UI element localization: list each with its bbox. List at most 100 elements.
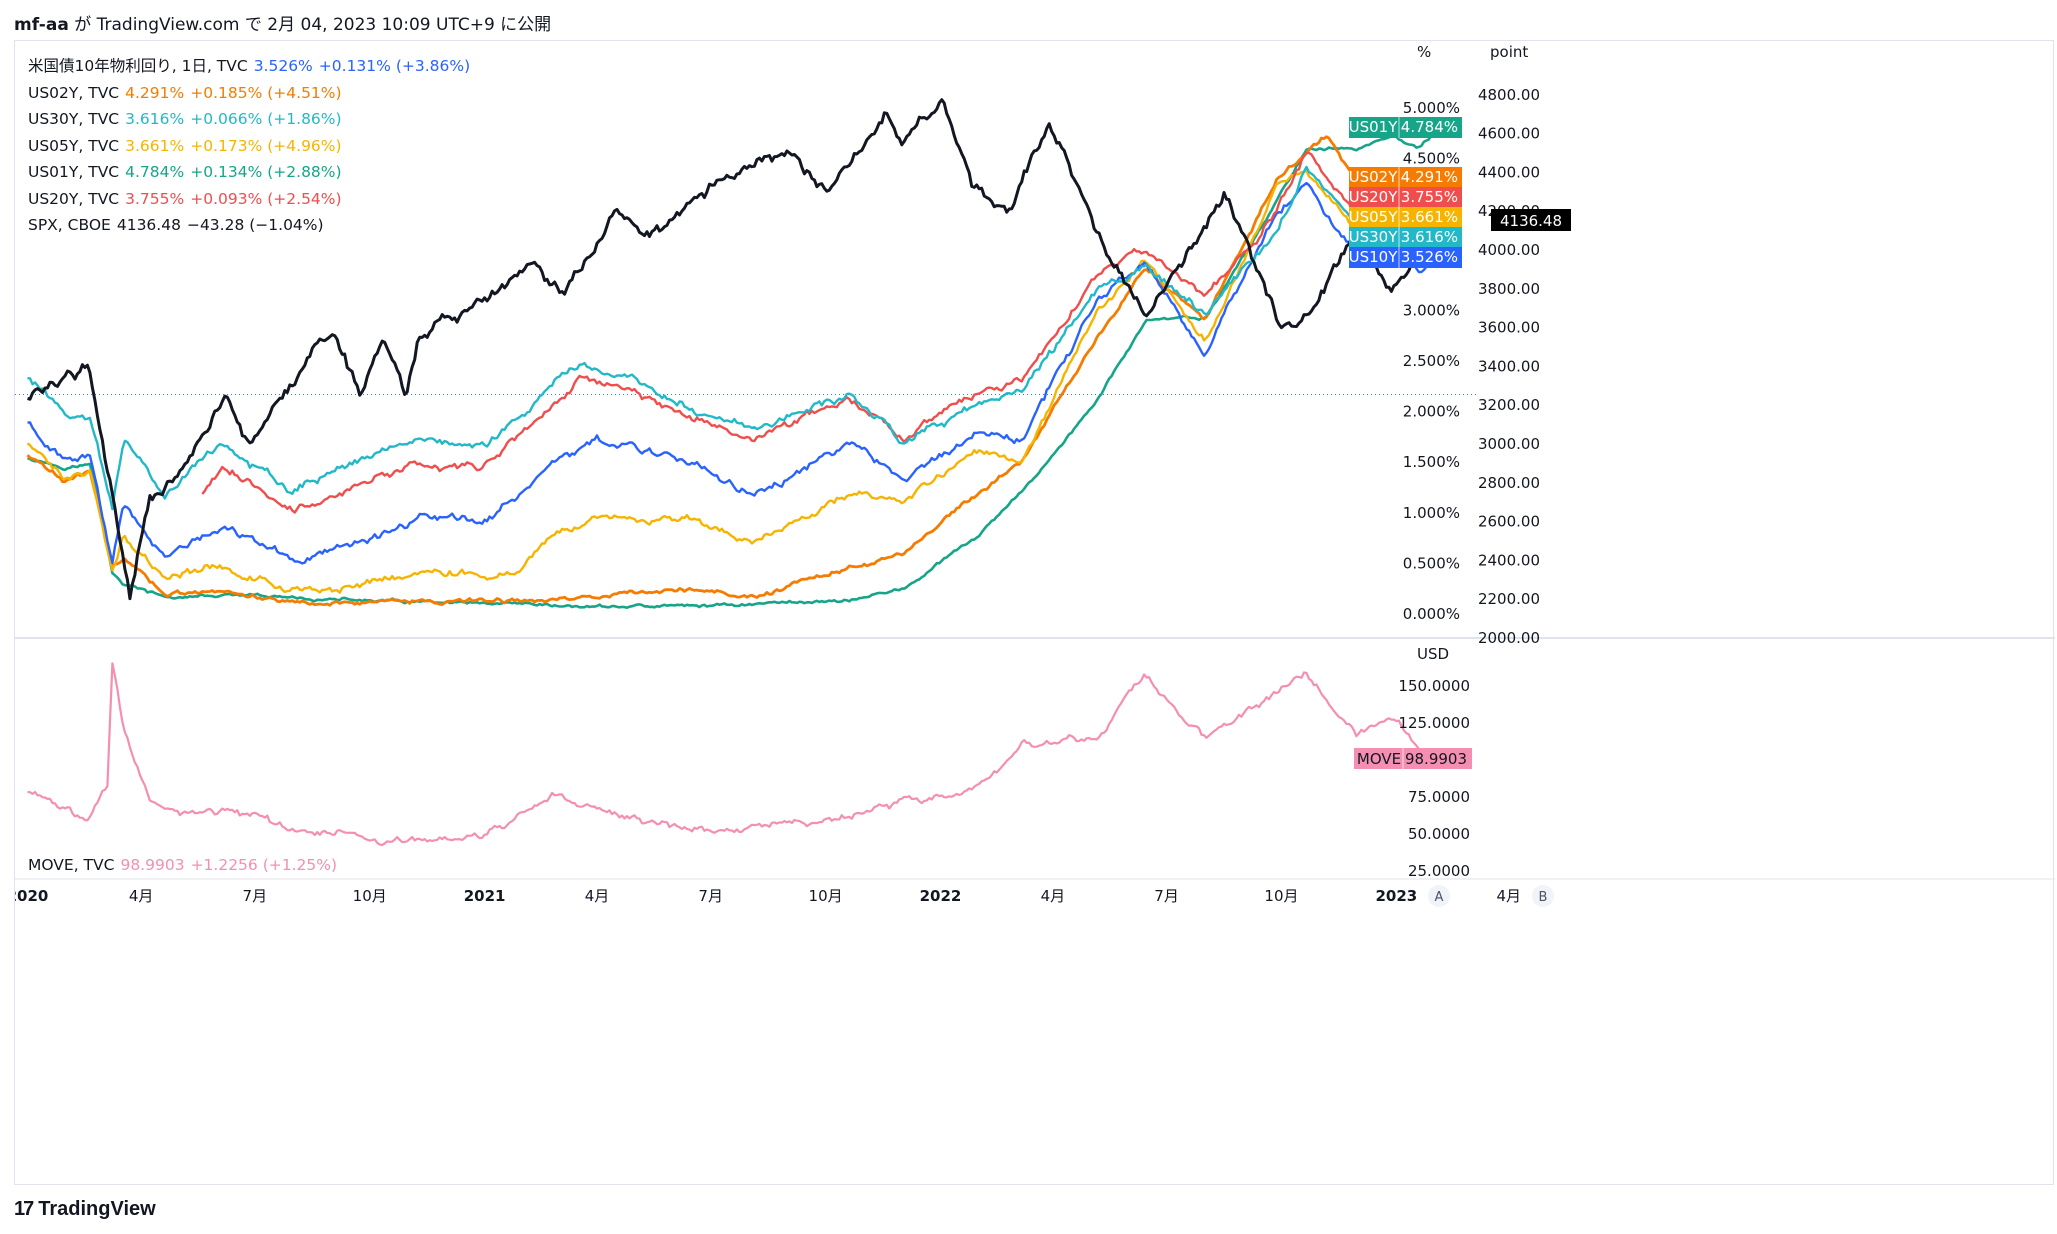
move-legend-change: +1.2256 (+1.25%) <box>190 856 338 874</box>
chart-canvas[interactable]: % point 0.000% 0.500% 1.000% 1.500% 2.000% 2.50… <box>15 41 2055 1186</box>
x-axis-tick: 2022 <box>920 887 962 905</box>
spx-axis-tick: 2000.00 <box>1478 629 1540 647</box>
series-line-move[interactable] <box>27 662 1438 847</box>
legend-row[interactable]: US20Y, TVC 3.755% +0.093% (+2.54%) <box>28 186 476 213</box>
spx-axis-tick: 3800.00 <box>1478 280 1540 298</box>
tradingview-brand[interactable]: 17 TradingView <box>14 1198 156 1221</box>
axis-button-b[interactable] <box>1532 885 1554 907</box>
move-badge-value: 98.9903 <box>1405 750 1467 768</box>
price-badge-label: US30Y <box>1349 228 1399 246</box>
move-badge-label: MOVE <box>1357 750 1401 768</box>
spx-axis-tick: 3400.00 <box>1478 357 1540 375</box>
legend-row[interactable]: 米国債10年物利回り, 1日, TVC 3.526% +0.131% (+3.86%… <box>28 53 476 80</box>
x-axis-tick: 4月 <box>585 887 610 905</box>
price-badge-label: US02Y <box>1349 168 1399 186</box>
spx-axis-tick: 2800.00 <box>1478 474 1540 492</box>
yield-axis-tick: 5.000% <box>1403 99 1460 117</box>
spx-axis-tick: 4000.00 <box>1478 241 1540 259</box>
publish-info: が TradingView.com で 2月 04, 2023 10:09 UT… <box>74 15 552 35</box>
chart-frame: % point 0.000% 0.500% 1.000% 1.500% 2.000% 2.50… <box>14 40 2055 1186</box>
move-axis-tick: 125.0000 <box>1398 714 1470 732</box>
price-badge-us05y[interactable] <box>1349 207 1462 228</box>
x-axis-tick: 4月 <box>1497 887 1522 905</box>
axis-button-label: B <box>1539 890 1548 905</box>
price-badge-value: 3.755% <box>1401 188 1458 206</box>
yield-axis-tick: 0.500% <box>1403 554 1460 572</box>
axis-button-label: A <box>1435 890 1444 905</box>
legend-value: 4.291% <box>125 83 185 102</box>
series-line-us30y[interactable] <box>27 165 1439 511</box>
price-badge-value: 3.526% <box>1401 248 1458 266</box>
move-axis-unit: USD <box>1417 645 1449 663</box>
legend-symbol: US20Y, TVC <box>28 189 120 208</box>
x-axis-tick: 2020 <box>15 887 48 905</box>
price-badge-us01y[interactable] <box>1349 117 1462 138</box>
publisher-name[interactable]: mf-aa <box>14 15 69 35</box>
price-badge-label: US05Y <box>1349 208 1399 226</box>
yield-axis-tick: 1.000% <box>1403 504 1460 522</box>
yield-axis-tick: 3.000% <box>1403 301 1460 319</box>
legend-value: 3.616% <box>125 110 185 128</box>
series-line-us02y[interactable] <box>26 135 1439 607</box>
legend-change: −43.28 (−1.04%) <box>186 216 324 234</box>
price-badge-us02y[interactable] <box>1349 167 1462 188</box>
tradingview-logo-icon: 17 <box>14 1198 34 1220</box>
yield-axis-tick: 2.000% <box>1403 403 1460 421</box>
price-badge-us30y[interactable] <box>1349 227 1462 248</box>
spx-axis-tick: 3600.00 <box>1478 319 1540 337</box>
yield-axis-tick: 2.500% <box>1403 352 1460 370</box>
legend-symbol: SPX, CBOE <box>28 216 111 234</box>
move-legend-value: 98.9903 <box>120 856 185 874</box>
x-axis-tick: 7月 <box>698 887 723 905</box>
legend-row[interactable]: US05Y, TVC 3.661% +0.173% (+4.96%) <box>28 133 476 160</box>
move-axis-tick: 50.0000 <box>1408 825 1470 843</box>
price-badge-us10y[interactable] <box>1349 247 1462 268</box>
spx-price-badge[interactable] <box>1491 209 1571 231</box>
legend-value: 3.661% <box>125 136 185 155</box>
move-axis-tick: 150.0000 <box>1398 677 1470 695</box>
spx-axis-tick: 3200.00 <box>1478 396 1540 414</box>
series-line-us05y[interactable] <box>26 169 1439 594</box>
move-price-badge[interactable] <box>1354 748 1472 769</box>
legend-value: 3.755% <box>125 189 185 208</box>
price-badge-value: 4.784% <box>1401 118 1458 136</box>
move-axis-tick: 75.0000 <box>1408 788 1470 806</box>
price-badge-us20y[interactable] <box>1349 187 1462 208</box>
yield-axis-tick: 1.500% <box>1403 453 1460 471</box>
x-axis-tick: 7月 <box>243 887 268 905</box>
price-badge-value: 3.616% <box>1401 228 1458 246</box>
x-axis-tick: 10月 <box>809 887 843 905</box>
spx-axis-unit: point <box>1490 43 1528 61</box>
series-line-spx[interactable] <box>27 98 1440 601</box>
legend-symbol: 米国債10年物利回り, 1日, TVC <box>28 57 248 75</box>
price-badge-label: US20Y <box>1349 188 1399 206</box>
x-axis-tick: 7月 <box>1154 887 1179 905</box>
brand-name: TradingView <box>38 1198 156 1220</box>
legend-change: +0.185% (+4.51%) <box>190 83 342 102</box>
x-axis-tick: 2021 <box>464 887 506 905</box>
move-legend-symbol: MOVE, TVC <box>28 856 115 874</box>
move-legend-row[interactable]: MOVE, TVC 98.9903 +1.2256 (+1.25%) <box>28 852 343 879</box>
legend-value: 3.526% <box>253 57 313 75</box>
legend-symbol: US01Y, TVC <box>28 163 120 181</box>
legend-row[interactable]: US01Y, TVC 4.784% +0.134% (+2.88%) <box>28 159 476 186</box>
legend-symbol: US02Y, TVC <box>28 83 120 102</box>
spx-axis-tick: 2600.00 <box>1478 513 1540 531</box>
legend-change: +0.093% (+2.54%) <box>190 189 342 208</box>
price-badge-label: US01Y <box>1349 118 1399 136</box>
legend-row[interactable]: SPX, CBOE 4136.48 −43.28 (−1.04%) <box>28 212 476 239</box>
price-badge-label: US10Y <box>1349 248 1399 266</box>
legend-change: +0.131% (+3.86%) <box>318 57 471 75</box>
publish-bar: mf-aa が TradingView.com で 2月 04, 2023 10… <box>14 10 551 35</box>
x-axis-tick: 10月 <box>353 887 387 905</box>
series-line-us20y[interactable] <box>201 151 1438 514</box>
series-line-us10y[interactable] <box>27 181 1439 565</box>
legend-value: 4136.48 <box>116 216 181 234</box>
spx-axis-tick: 4800.00 <box>1478 86 1540 104</box>
spx-axis-tick: 4400.00 <box>1478 163 1540 181</box>
x-axis-tick: 2023 <box>1376 887 1418 905</box>
legend-row[interactable]: US30Y, TVC 3.616% +0.066% (+1.86%) <box>28 106 476 133</box>
legend-row[interactable]: US02Y, TVC 4.291% +0.185% (+4.51%) <box>28 80 476 107</box>
spx-price-badge-value: 4136.48 <box>1500 212 1562 230</box>
axis-button-a[interactable] <box>1428 885 1450 907</box>
